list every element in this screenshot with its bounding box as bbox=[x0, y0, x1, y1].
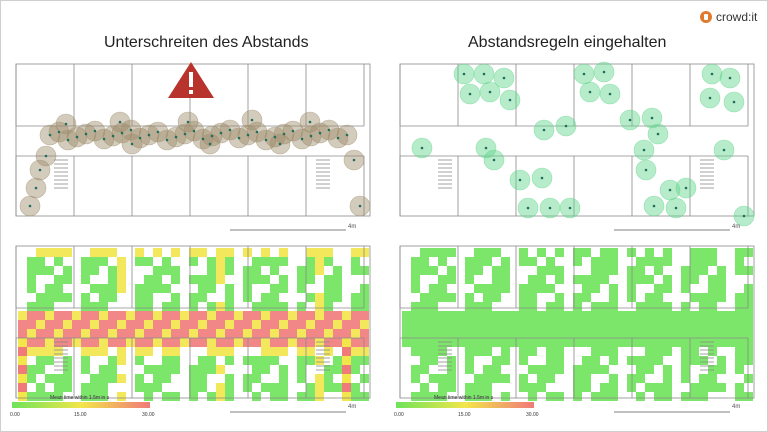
floorplan-walls bbox=[399, 63, 755, 217]
colorbar: Mean time within 1.5m in s 0.00 15.00 30… bbox=[10, 395, 155, 418]
agent-group bbox=[19, 109, 371, 217]
heatmap-cells bbox=[18, 248, 369, 401]
right-title: Abstandsregeln eingehalten bbox=[468, 34, 667, 51]
colorbar-label: Mean time within 1.5m in s bbox=[434, 395, 494, 401]
colorbar-tick-min: 0.00 bbox=[394, 412, 404, 418]
scale-indicator: 4m bbox=[614, 404, 740, 413]
colorbar-tick-mid: 15.00 bbox=[74, 412, 87, 418]
floorplan-agents-compliant: 4m bbox=[399, 61, 755, 231]
brand-name: crowd:it bbox=[716, 10, 758, 24]
scale-label: 4m bbox=[732, 224, 740, 230]
crowdit-logo-icon bbox=[700, 11, 712, 23]
scale-indicator: 4m bbox=[230, 224, 356, 231]
scale-indicator: 4m bbox=[230, 404, 356, 413]
scale-label: 4m bbox=[348, 404, 356, 410]
heatmap-compliant: Mean time within 1.5m in s 0.00 15.00 30… bbox=[394, 245, 755, 418]
floorplan-walls bbox=[15, 63, 371, 217]
left-title: Unterschreiten des Abstands bbox=[104, 34, 309, 51]
colorbar-tick-mid: 15.00 bbox=[458, 412, 471, 418]
heatmap-violating: Mean time within 1.5m in s 0.00 15.00 30… bbox=[10, 245, 371, 418]
colorbar-tick-max: 30.00 bbox=[142, 412, 155, 418]
scale-label: 4m bbox=[732, 404, 740, 410]
scale-label: 4m bbox=[348, 224, 356, 230]
colorbar-label: Mean time within 1.5m in s bbox=[50, 395, 110, 401]
floorplan-walls bbox=[399, 245, 755, 399]
warning-triangle-icon bbox=[168, 62, 214, 98]
agent-group bbox=[411, 61, 755, 227]
colorbar: Mean time within 1.5m in s 0.00 15.00 30… bbox=[394, 395, 539, 418]
floorplan-agents-violating: 4m bbox=[15, 62, 371, 231]
brand-logo: crowd:it bbox=[700, 10, 757, 24]
heatmap-cells bbox=[402, 248, 753, 401]
floorplan-walls bbox=[15, 245, 371, 399]
colorbar-tick-min: 0.00 bbox=[10, 412, 20, 418]
colorbar-tick-max: 30.00 bbox=[526, 412, 539, 418]
scale-indicator: 4m bbox=[614, 224, 740, 231]
